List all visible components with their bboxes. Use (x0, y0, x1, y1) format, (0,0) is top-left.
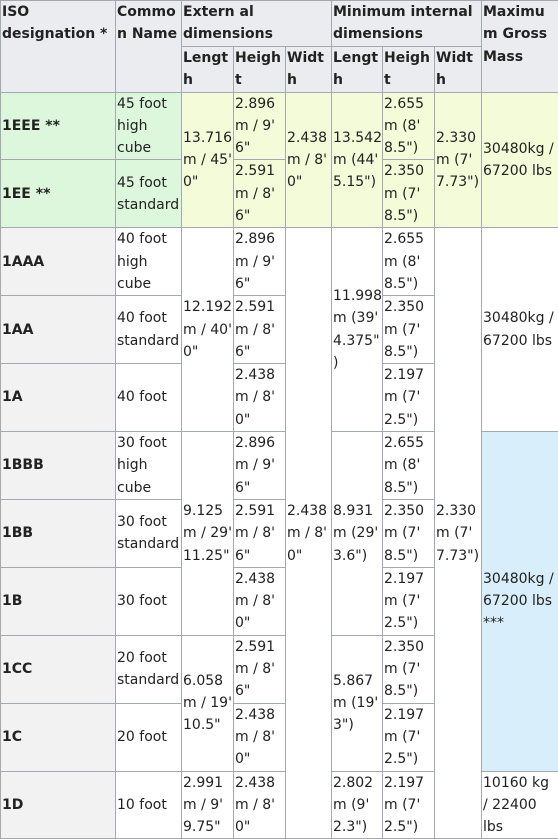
iso-designation: 1C (1, 703, 116, 771)
max-mass: 10160 kg / 22400 lbs (482, 771, 558, 839)
header-ext-height: Height (234, 47, 286, 93)
ext-height: 2.896 m / 9' 6" (234, 432, 286, 500)
iso-designation: 1BB (1, 499, 116, 567)
ext-height: 2.591 m / 8' 6" (234, 635, 286, 703)
common-name: 30 foot high cube (116, 432, 182, 500)
int-height: 2.197 m (7' 2.5") (383, 567, 435, 635)
ext-height: 2.896 m / 9' 6" (234, 228, 286, 296)
iso-designation: 1EE ** (1, 160, 116, 228)
header-max-mass: Maximum Gross Mass (482, 1, 558, 93)
int-length: 11.998 m (39' 4.375") (332, 228, 383, 432)
int-width: 2.330 m (7' 7.73") (435, 228, 482, 839)
common-name: 45 foot standard (116, 160, 182, 228)
header-int-height: Height (383, 47, 435, 93)
header-internal: Minimum internal dimensions (332, 1, 482, 47)
iso-designation: 1A (1, 364, 116, 432)
common-name: 40 foot standard (116, 296, 182, 364)
int-length: 2.802 m (9' 2.3") (332, 771, 383, 839)
iso-designation: 1BBB (1, 432, 116, 500)
common-name: 30 foot (116, 567, 182, 635)
int-height: 2.655 m (8' 8.5") (383, 432, 435, 500)
int-height: 2.350 m (7' 8.5") (383, 499, 435, 567)
iso-designation: 1B (1, 567, 116, 635)
ext-length: 12.192 m / 40' 0" (182, 228, 234, 432)
iso-designation: 1AA (1, 296, 116, 364)
ext-height: 2.438 m / 8' 0" (234, 364, 286, 432)
ext-width: 2.438 m / 8' 0" (286, 92, 332, 228)
int-length: 5.867 m (19' 3") (332, 635, 383, 771)
iso-designation: 1D (1, 771, 116, 839)
iso-designation: 1CC (1, 635, 116, 703)
ext-height: 2.591 m / 8' 6" (234, 499, 286, 567)
table-row: 1EEE ** 45 foot high cube 13.716 m / 45'… (1, 92, 558, 160)
int-height: 2.197 m (7' 2.5") (383, 703, 435, 771)
ext-height: 2.591 m / 8' 6" (234, 160, 286, 228)
int-height: 2.350 m (7' 8.5") (383, 160, 435, 228)
int-width: 2.330 m (7' 7.73") (435, 92, 482, 228)
ext-length: 2.991 m / 9' 9.75" (182, 771, 234, 839)
header-iso: ISO designation * (1, 1, 116, 93)
ext-length: 6.058 m / 19' 10.5" (182, 635, 234, 771)
int-length: 8.931 m (29' 3.6") (332, 432, 383, 636)
max-mass: 30480kg / 67200 lbs (482, 228, 558, 432)
int-height: 2.655 m (8' 8.5") (383, 92, 435, 160)
int-height: 2.197 m (7' 2.5") (383, 771, 435, 839)
common-name: 40 foot (116, 364, 182, 432)
header-int-width: Width (435, 47, 482, 93)
ext-height: 2.591 m / 8' 6" (234, 296, 286, 364)
common-name: 20 foot (116, 703, 182, 771)
ext-height: 2.896 m / 9' 6" (234, 92, 286, 160)
ext-width: 2.438 m / 8' 0" (286, 228, 332, 839)
int-height: 2.197 m (7' 2.5") (383, 364, 435, 432)
ext-height: 2.438 m / 8' 0" (234, 567, 286, 635)
common-name: 40 foot high cube (116, 228, 182, 296)
table-row: 1AAA 40 foot high cube 12.192 m / 40' 0"… (1, 228, 558, 296)
header-ext-width: Width (286, 47, 332, 93)
header-external: Extern al dimensions (182, 1, 332, 47)
int-height: 2.655 m (8' 8.5") (383, 228, 435, 296)
header-int-length: Length (332, 47, 383, 93)
ext-height: 2.438 m / 8' 0" (234, 703, 286, 771)
iso-designation: 1AAA (1, 228, 116, 296)
int-length: 13.542 m (44' 5.15") (332, 92, 383, 228)
header-ext-length: Length (182, 47, 234, 93)
common-name: 20 foot standard (116, 635, 182, 703)
ext-length: 9.125 m / 29' 11.25" (182, 432, 234, 636)
max-mass: 30480kg / 67200 lbs (482, 92, 558, 228)
int-height: 2.350 m (7' 8.5") (383, 635, 435, 703)
common-name: 45 foot high cube (116, 92, 182, 160)
common-name: 10 foot (116, 771, 182, 839)
max-mass: 30480kg / 67200 lbs *** (482, 432, 558, 771)
ext-length: 13.716 m / 45' 0" (182, 92, 234, 228)
iso-designation: 1EEE ** (1, 92, 116, 160)
common-name: 30 foot standard (116, 499, 182, 567)
int-height: 2.350 m (7' 8.5") (383, 296, 435, 364)
ext-height: 2.438 m / 8' 0" (234, 771, 286, 839)
header-row-1: ISO designation * Common Name Extern al … (1, 1, 558, 47)
header-common-name: Common Name (116, 1, 182, 93)
